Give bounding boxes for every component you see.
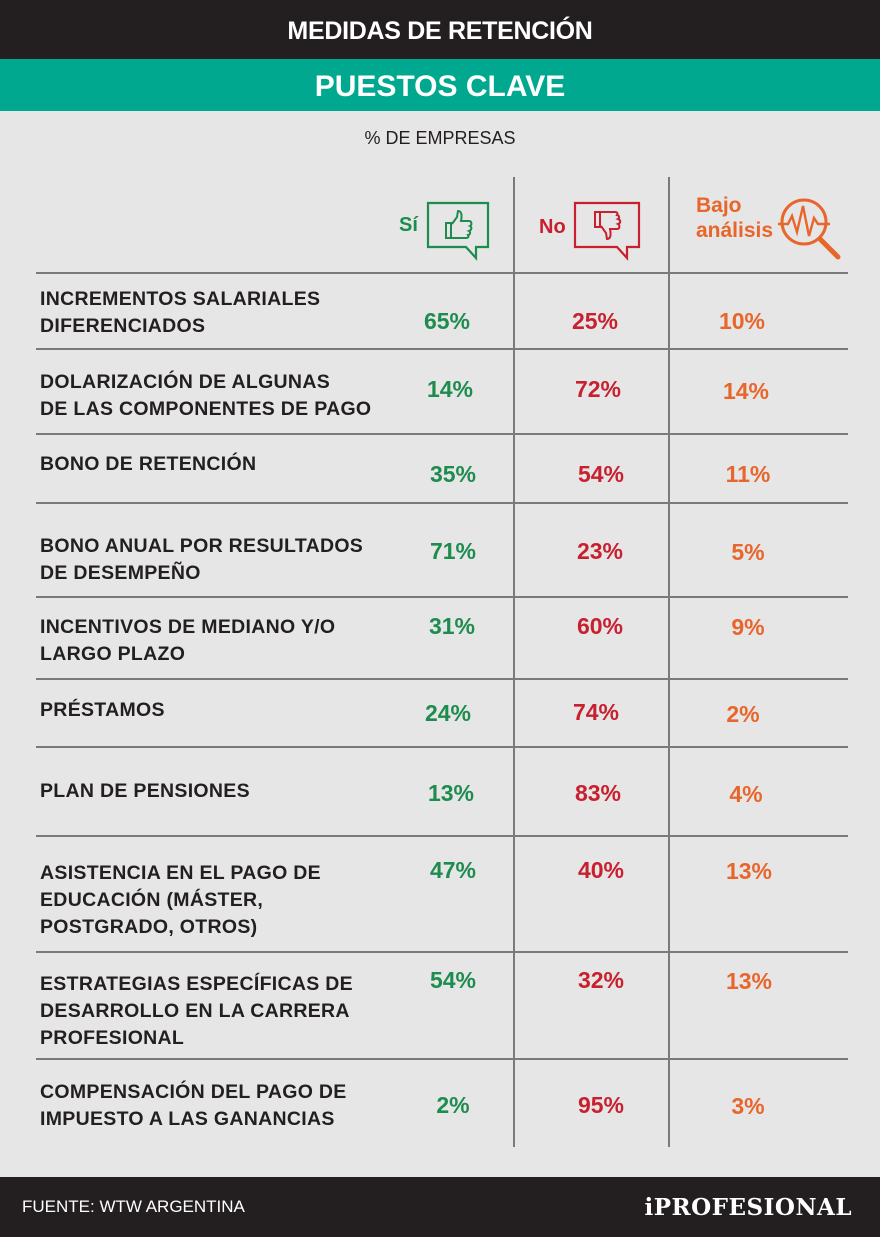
value-no: 40% — [577, 857, 625, 883]
row-label-line: DE DESEMPEÑO — [40, 562, 201, 584]
page-title: MEDIDAS DE RETENCIÓN — [0, 0, 880, 59]
value-low: 5% — [731, 539, 765, 565]
row-label-line: DIFERENCIADOS — [40, 315, 206, 337]
value-yes: 54% — [429, 967, 477, 993]
row-divider — [36, 596, 848, 598]
row-label-line: PROFESIONAL — [40, 1027, 185, 1049]
column-header-low: Bajo análisis — [696, 193, 773, 243]
value-low: 10% — [718, 308, 766, 334]
row-label-line: POSTGRADO, OTROS) — [40, 916, 258, 938]
row-label-line: DE LAS COMPONENTES DE PAGO — [40, 398, 372, 420]
row-label: ESTRATEGIAS ESPECÍFICAS DE DESARROLLO EN… — [40, 971, 380, 1052]
row-label-line: BONO DE RETENCIÓN — [40, 453, 257, 475]
value-yes: 13% — [427, 780, 475, 806]
row-divider — [36, 1058, 848, 1060]
row-label-line: PRÉSTAMOS — [40, 699, 165, 721]
column-header-yes: Sí — [399, 214, 418, 236]
value-low: 14% — [722, 378, 770, 404]
row-label-line: DESARROLLO EN LA CARRERA — [40, 1000, 350, 1022]
value-low: 11% — [725, 461, 771, 487]
row-label-line: INCREMENTOS SALARIALES — [40, 288, 321, 310]
column-divider — [668, 177, 670, 1147]
page-subtitle: PUESTOS CLAVE — [0, 59, 880, 111]
row-label: BONO ANUAL POR RESULTADOS DE DESEMPEÑO — [40, 533, 380, 587]
row-divider — [36, 348, 848, 350]
unit-label: % DE EMPRESAS — [364, 128, 516, 148]
value-yes: 71% — [429, 538, 477, 564]
row-label-line: PLAN DE PENSIONES — [40, 780, 250, 802]
magnifier-analysis-icon — [778, 198, 841, 260]
thumbs-up-icon — [426, 201, 490, 261]
row-label-line: ASISTENCIA EN EL PAGO DE — [40, 862, 321, 884]
row-divider — [36, 678, 848, 680]
thumbs-down-icon — [573, 201, 641, 261]
row-label-line: LARGO PLAZO — [40, 643, 186, 665]
value-no: 54% — [577, 461, 625, 487]
row-divider — [36, 502, 848, 504]
row-label: COMPENSACIÓN DEL PAGO DE IMPUESTO A LAS … — [40, 1079, 380, 1133]
row-label-line: DOLARIZACIÓN DE ALGUNAS — [40, 371, 331, 393]
row-divider — [36, 746, 848, 748]
value-yes: 31% — [428, 613, 476, 639]
value-yes: 2% — [436, 1092, 470, 1118]
value-yes: 47% — [429, 857, 477, 883]
row-label-line: INCENTIVOS DE MEDIANO Y/O — [40, 616, 336, 638]
row-label-line: IMPUESTO A LAS GANANCIAS — [40, 1108, 335, 1130]
value-low: 13% — [725, 968, 773, 994]
row-label-line: BONO ANUAL POR RESULTADOS — [40, 535, 364, 557]
value-yes: 35% — [429, 461, 477, 487]
footer: FUENTE: WTW ARGENTINA iPROFESIONAL — [0, 1177, 880, 1237]
row-divider — [36, 835, 848, 837]
row-divider — [36, 951, 848, 953]
value-no: 74% — [572, 699, 620, 725]
value-low: 2% — [726, 701, 760, 727]
row-label: INCENTIVOS DE MEDIANO Y/O LARGO PLAZO — [40, 614, 380, 668]
row-label-line: EDUCACIÓN (MÁSTER, — [40, 889, 264, 911]
row-label: PLAN DE PENSIONES — [40, 778, 380, 805]
value-no: 25% — [571, 308, 619, 334]
row-divider — [36, 433, 848, 435]
brand-logo: iPROFESIONAL — [644, 1194, 852, 1221]
value-yes: 24% — [424, 700, 472, 726]
row-label: BONO DE RETENCIÓN — [40, 451, 380, 478]
column-divider — [513, 177, 515, 1147]
source-note: FUENTE: WTW ARGENTINA — [22, 1197, 245, 1216]
row-label: DOLARIZACIÓN DE ALGUNAS DE LAS COMPONENT… — [40, 369, 380, 423]
value-no: 32% — [577, 967, 625, 993]
value-no: 23% — [576, 538, 624, 564]
value-low: 3% — [731, 1093, 765, 1119]
value-yes: 14% — [426, 376, 474, 402]
row-label: INCREMENTOS SALARIALES DIFERENCIADOS — [40, 286, 380, 340]
row-label: PRÉSTAMOS — [40, 697, 380, 724]
value-low: 4% — [729, 781, 763, 807]
value-low: 13% — [725, 858, 773, 884]
column-header-low-line1: Bajo — [696, 194, 742, 217]
value-no: 83% — [574, 780, 622, 806]
column-header-no: No — [539, 216, 566, 238]
row-label-line: COMPENSACIÓN DEL PAGO DE — [40, 1081, 347, 1103]
value-no: 72% — [574, 376, 622, 402]
row-label: ASISTENCIA EN EL PAGO DE EDUCACIÓN (MÁST… — [40, 860, 380, 941]
value-yes: 65% — [423, 308, 471, 334]
value-no: 95% — [577, 1092, 625, 1118]
row-divider — [36, 272, 848, 274]
column-header-low-line2: análisis — [696, 219, 774, 242]
value-low: 9% — [731, 614, 765, 640]
row-label-line: ESTRATEGIAS ESPECÍFICAS DE — [40, 973, 353, 995]
value-no: 60% — [576, 613, 624, 639]
